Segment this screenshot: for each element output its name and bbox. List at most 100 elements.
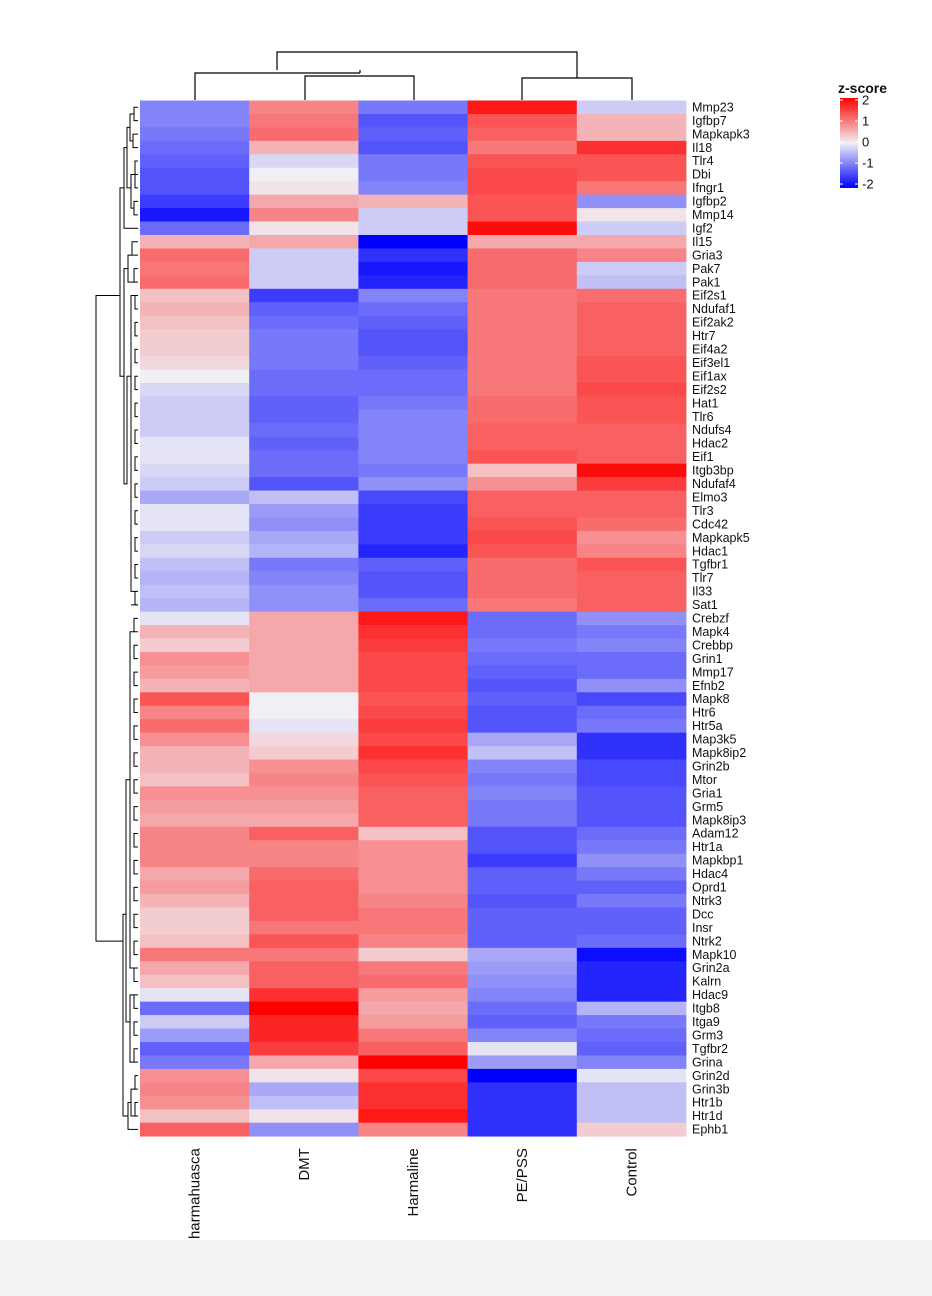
heatmap-cell bbox=[140, 1082, 250, 1097]
row-label: Dcc bbox=[692, 907, 714, 921]
heatmap-cell bbox=[576, 423, 687, 438]
heatmap-cell bbox=[140, 288, 250, 303]
heatmap-cell bbox=[358, 719, 468, 734]
heatmap-cell bbox=[467, 329, 578, 343]
heatmap-cell bbox=[576, 154, 687, 169]
heatmap-cell bbox=[358, 517, 468, 532]
row-label: Il18 bbox=[692, 141, 712, 155]
dendrogram-branch bbox=[133, 268, 138, 283]
heatmap-cells bbox=[140, 100, 687, 1137]
heatmap-cell bbox=[249, 584, 359, 599]
dendrogram-branch bbox=[134, 564, 138, 579]
heatmap-cell bbox=[140, 181, 250, 196]
dendrogram-branch bbox=[133, 1021, 138, 1036]
heatmap-cell bbox=[467, 194, 578, 209]
heatmap-cell bbox=[358, 1122, 468, 1137]
heatmap-cell bbox=[576, 947, 687, 962]
heatmap-cell bbox=[249, 1082, 359, 1097]
heatmap-cell bbox=[140, 813, 250, 828]
heatmap-cell bbox=[358, 1068, 468, 1083]
heatmap-cell bbox=[249, 154, 359, 169]
heatmap-cell bbox=[249, 261, 359, 276]
legend-tick-label: 2 bbox=[862, 93, 869, 108]
heatmap-cell bbox=[358, 867, 468, 881]
heatmap-cell bbox=[467, 773, 578, 787]
heatmap-cell bbox=[358, 369, 468, 384]
row-label: Tgfbr2 bbox=[692, 1042, 728, 1056]
dendrogram-branch bbox=[134, 590, 138, 606]
row-label: Hdac9 bbox=[692, 988, 728, 1002]
row-label: Mapk10 bbox=[692, 948, 737, 962]
heatmap-cell bbox=[358, 692, 468, 707]
heatmap-cell bbox=[576, 974, 687, 989]
heatmap-cell bbox=[576, 867, 687, 881]
heatmap-cell bbox=[358, 248, 468, 263]
heatmap-cell bbox=[576, 840, 687, 855]
footer-band bbox=[0, 1240, 932, 1296]
heatmap-cell bbox=[249, 342, 359, 357]
heatmap-cell bbox=[358, 746, 468, 760]
heatmap-cell bbox=[576, 625, 687, 639]
heatmap-cell bbox=[467, 140, 578, 155]
heatmap-cell bbox=[249, 477, 359, 491]
heatmap-cell bbox=[358, 1015, 468, 1029]
row-label: Tgfbr1 bbox=[692, 558, 728, 572]
heatmap-cell bbox=[140, 705, 250, 720]
dendrogram-branch bbox=[134, 1075, 138, 1090]
row-label: Mapkapk3 bbox=[692, 127, 750, 141]
row-label: Insr bbox=[692, 921, 713, 935]
dendrogram-branch bbox=[133, 752, 138, 767]
heatmap-cell bbox=[358, 638, 468, 653]
row-label: Pak7 bbox=[692, 262, 721, 276]
heatmap-cell bbox=[467, 167, 578, 182]
heatmap-cell bbox=[576, 100, 687, 115]
heatmap-cell bbox=[576, 369, 687, 384]
row-label: Oprd1 bbox=[692, 881, 727, 895]
heatmap-cell bbox=[467, 127, 578, 142]
row-label: Tlr6 bbox=[692, 410, 714, 424]
heatmap-cell bbox=[140, 302, 250, 317]
heatmap-cell bbox=[358, 651, 468, 666]
heatmap-cell bbox=[358, 813, 468, 828]
heatmap-cell bbox=[140, 719, 250, 734]
heatmap-cell bbox=[140, 1055, 250, 1070]
dendrogram-branch bbox=[134, 1102, 138, 1117]
heatmap-cell bbox=[467, 557, 578, 572]
heatmap-cell bbox=[358, 382, 468, 397]
heatmap-cell bbox=[576, 181, 687, 196]
column-label: Pharmahuasca bbox=[187, 1148, 204, 1250]
dendrogram-branch bbox=[126, 126, 131, 189]
heatmap-cell bbox=[576, 450, 687, 465]
heatmap-cell bbox=[140, 961, 250, 976]
heatmap-cell bbox=[358, 840, 468, 855]
heatmap-cell bbox=[467, 988, 578, 1003]
heatmap-cell bbox=[467, 342, 578, 357]
heatmap-cell bbox=[576, 382, 687, 397]
heatmap-cell bbox=[358, 423, 468, 438]
heatmap-cell bbox=[249, 1001, 359, 1016]
heatmap-cell bbox=[249, 678, 359, 693]
row-label: Mmp23 bbox=[692, 100, 734, 114]
heatmap-cell bbox=[140, 840, 250, 855]
heatmap-cell bbox=[467, 1042, 578, 1056]
heatmap-cell bbox=[576, 436, 687, 451]
heatmap-cell bbox=[576, 1015, 687, 1029]
heatmap-cell bbox=[140, 907, 250, 922]
heatmap-cell bbox=[140, 988, 250, 1003]
row-label: Htr7 bbox=[692, 329, 716, 343]
heatmap-cell bbox=[249, 746, 359, 760]
heatmap-cell bbox=[576, 557, 687, 572]
heatmap-cell bbox=[249, 853, 359, 868]
row-label: Hdac2 bbox=[692, 437, 728, 451]
heatmap-cell bbox=[249, 517, 359, 532]
heatmap-cell bbox=[358, 988, 468, 1003]
heatmap-cell bbox=[249, 692, 359, 707]
dendrogram-branch bbox=[134, 537, 138, 552]
heatmap-cell bbox=[140, 786, 250, 801]
dendrogram-branch bbox=[133, 779, 138, 794]
heatmap-cell bbox=[249, 127, 359, 142]
row-label: Mapk8 bbox=[692, 692, 730, 706]
heatmap-cell bbox=[249, 840, 359, 855]
heatmap-cell bbox=[249, 625, 359, 639]
